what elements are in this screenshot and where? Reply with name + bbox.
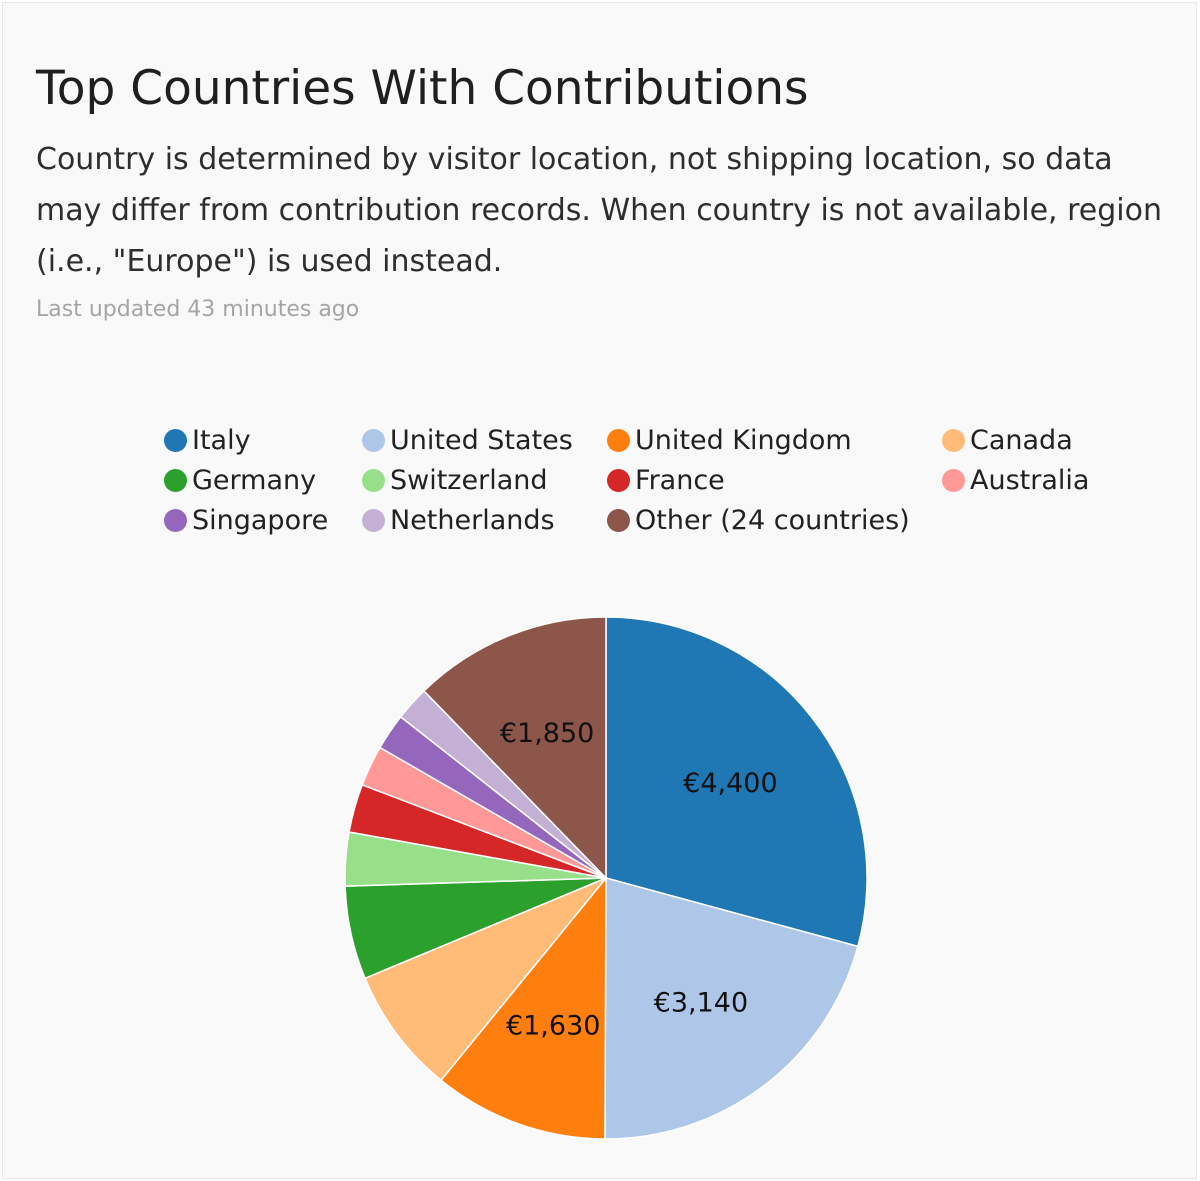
legend-item: United Kingdom: [607, 420, 852, 460]
legend-label: Italy: [192, 424, 251, 456]
legend-item: Singapore: [164, 500, 328, 540]
legend-item: Switzerland: [362, 460, 548, 500]
legend-swatch: [164, 428, 187, 452]
slice-value-label: €1,850: [500, 718, 594, 749]
legend-item: Australia: [942, 460, 1089, 500]
legend-label: United States: [390, 424, 573, 456]
legend-label: France: [635, 464, 725, 496]
legend-swatch: [607, 508, 630, 532]
chart-description: Country is determined by visitor locatio…: [36, 142, 1162, 279]
legend-item: France: [607, 460, 725, 500]
chart-title: Top Countries With Contributions: [36, 61, 809, 116]
slice-value-label: €4,400: [683, 768, 777, 799]
legend-label: Australia: [970, 464, 1090, 496]
legend-label: Switzerland: [390, 464, 548, 496]
legend-swatch: [362, 508, 385, 532]
legend-swatch: [164, 508, 187, 532]
slice-value-label: €3,140: [654, 988, 748, 1019]
last-updated-text: Last updated 43 minutes ago: [36, 297, 360, 322]
legend-item: Other (24 countries): [607, 500, 910, 540]
pie-slice[interactable]: [605, 616, 868, 948]
legend-item: Netherlands: [362, 500, 555, 540]
pie-slice[interactable]: [604, 877, 859, 1140]
legend-swatch: [607, 428, 630, 452]
legend-label: Canada: [970, 424, 1073, 456]
legend-label: Netherlands: [390, 504, 555, 536]
legend-swatch: [362, 468, 385, 492]
legend-label: United Kingdom: [635, 424, 852, 456]
legend-swatch: [607, 468, 630, 492]
legend-item: Italy: [164, 420, 251, 460]
legend-item: Germany: [164, 460, 316, 500]
pie-slice[interactable]: [422, 616, 607, 880]
slice-value-label: €1,630: [506, 1010, 600, 1041]
legend-swatch: [164, 468, 187, 492]
legend-label: Germany: [192, 464, 317, 496]
legend-item: United States: [362, 420, 573, 460]
legend-label: Singapore: [192, 504, 329, 536]
legend-swatch: [942, 468, 965, 492]
legend-swatch: [942, 428, 965, 452]
pie-slice[interactable]: [364, 877, 607, 1082]
legend-item: Canada: [942, 420, 1073, 460]
legend-swatch: [362, 428, 385, 452]
pie-slice[interactable]: [439, 875, 607, 1140]
legend-label: Other (24 countries): [635, 504, 910, 536]
